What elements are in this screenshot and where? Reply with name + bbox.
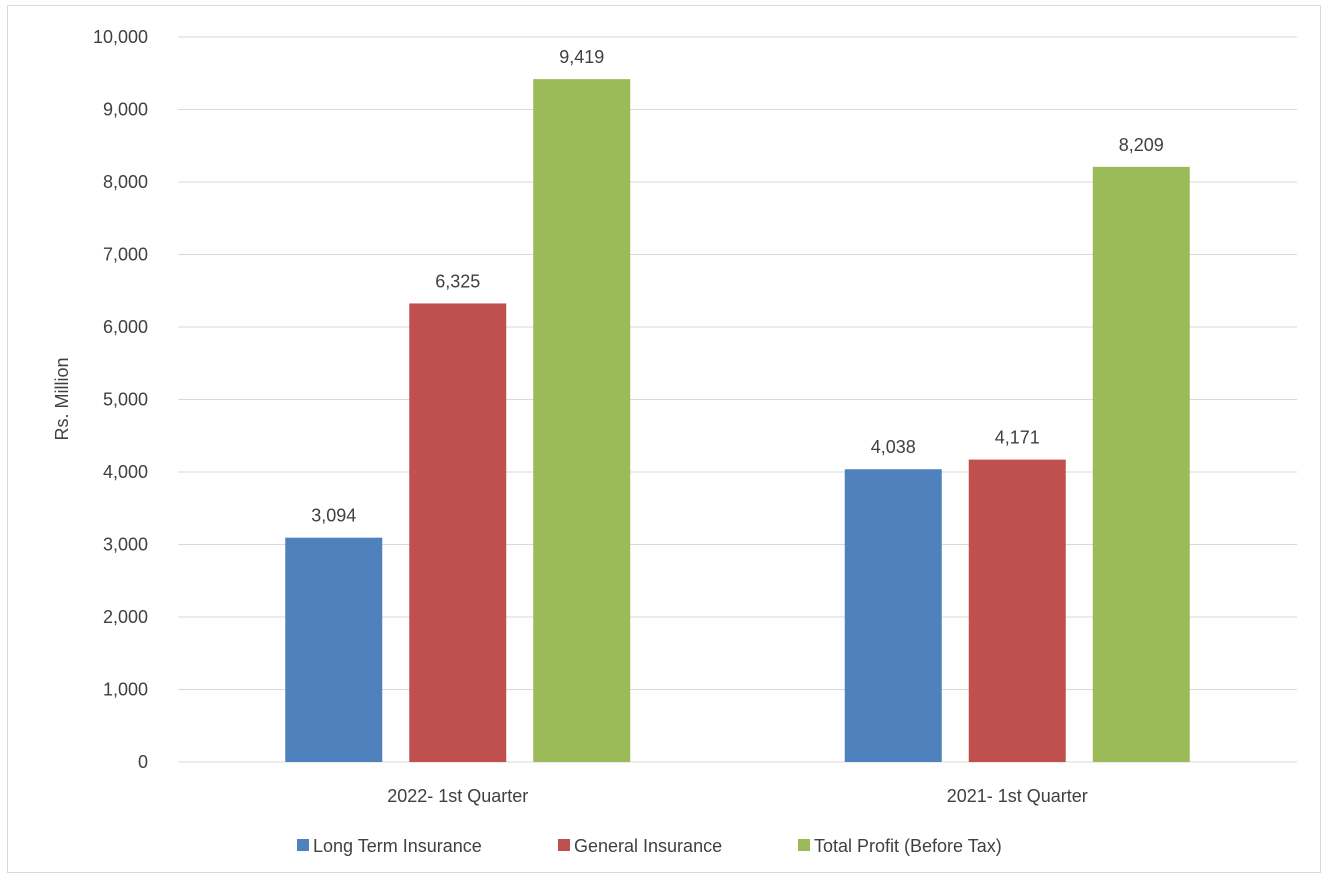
y-tick-label: 9,000: [103, 100, 148, 120]
legend-label: Long Term Insurance: [313, 836, 482, 856]
y-tick-label: 0: [138, 752, 148, 772]
legend-label: General Insurance: [574, 836, 722, 856]
y-tick-label: 2,000: [103, 607, 148, 627]
legend-label: Total Profit (Before Tax): [814, 836, 1002, 856]
y-tick-label: 1,000: [103, 680, 148, 700]
y-axis-tick-labels: 0 1,000 2,000 3,000 4,000 5,000 6,000 7,000 8,00…: [93, 27, 148, 772]
legend: Long Term Insurance General Insurance Tota…: [297, 836, 1002, 856]
y-tick-label: 4,000: [103, 462, 148, 482]
y-tick-label: 3,000: [103, 535, 148, 555]
bars: [285, 79, 1190, 762]
x-axis-tick-labels: 2022- 1st Quarter 2021- 1st Quarter: [387, 786, 1088, 806]
bar-long-term-insurance-2: [844, 469, 942, 762]
x-tick-label: 2021- 1st Quarter: [947, 786, 1088, 806]
y-axis-title: Rs. Million: [52, 357, 72, 440]
bar-total-profit-before-tax-2: [1092, 166, 1190, 762]
bar-general-insurance-2: [968, 459, 1066, 762]
bar-total-profit-before-tax-1: [533, 79, 631, 762]
data-label: 6,325: [435, 271, 480, 291]
y-tick-label: 8,000: [103, 172, 148, 192]
data-labels: 3,094 6,325 9,419 4,038 4,171 8,209: [311, 47, 1164, 526]
y-tick-label: 6,000: [103, 317, 148, 337]
data-label: 8,209: [1119, 135, 1164, 155]
bar-long-term-insurance-1: [285, 537, 383, 762]
data-label: 4,171: [995, 428, 1040, 448]
data-label: 4,038: [871, 437, 916, 457]
legend-swatch: [297, 839, 309, 851]
data-label: 3,094: [311, 506, 356, 526]
bar-general-insurance-1: [409, 303, 507, 762]
x-tick-label: 2022- 1st Quarter: [387, 786, 528, 806]
y-tick-label: 10,000: [93, 27, 148, 47]
legend-swatch: [558, 839, 570, 851]
legend-swatch: [798, 839, 810, 851]
y-tick-label: 7,000: [103, 245, 148, 265]
y-tick-label: 5,000: [103, 390, 148, 410]
data-label: 9,419: [559, 47, 604, 67]
